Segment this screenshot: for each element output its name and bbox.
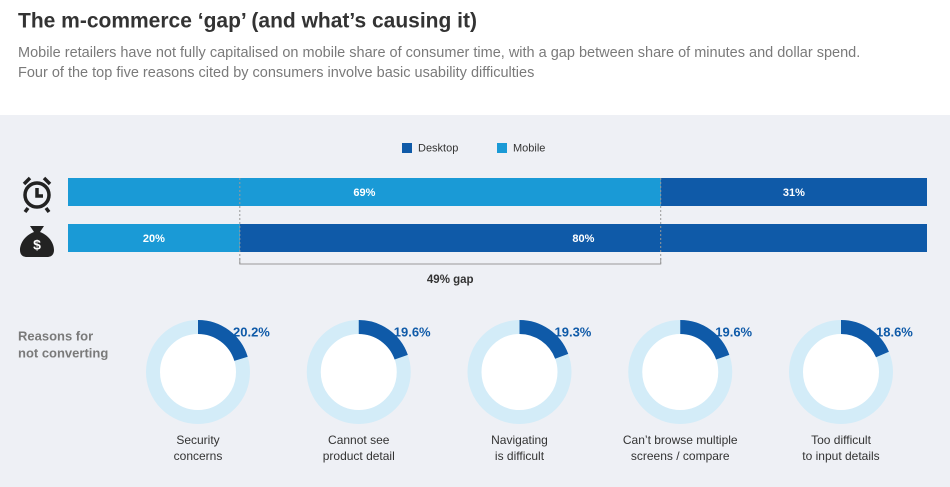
title: The m-commerce ‘gap’ (and what’s causing… <box>18 10 477 33</box>
legend-label: Desktop <box>418 142 458 154</box>
section-title: not converting <box>18 345 108 360</box>
category-label: Can’t browse multiple <box>623 433 738 447</box>
subtitle: Four of the top five reasons cited by co… <box>18 65 534 81</box>
gap-label: 49% gap <box>427 274 474 286</box>
value-label: 80% <box>572 233 594 245</box>
category-label: Cannot see <box>328 433 390 447</box>
category-label: screens / compare <box>631 449 730 463</box>
value-label: 19.6% <box>715 324 752 339</box>
category-label: Security <box>176 433 219 447</box>
value-label: 69% <box>353 187 375 199</box>
subtitle: Mobile retailers have not fully capitali… <box>18 45 860 61</box>
category-label: is difficult <box>495 449 545 463</box>
donut-arc <box>467 320 572 424</box>
bar-segment <box>239 224 928 252</box>
donut-arc <box>628 320 733 424</box>
category-label: Too difficult <box>811 433 871 447</box>
value-label: 18.6% <box>876 324 913 339</box>
svg-text:$: $ <box>33 237 41 253</box>
category-label: product detail <box>323 449 395 463</box>
donut-arc <box>146 320 250 424</box>
value-label: 19.6% <box>394 324 431 339</box>
donut-arc <box>306 320 411 424</box>
category-label: to input details <box>802 449 879 463</box>
category-label: Navigating <box>491 433 548 447</box>
legend-swatch <box>402 143 412 153</box>
legend-swatch <box>497 143 507 153</box>
value-label: 31% <box>783 187 805 199</box>
gap-bracket <box>239 258 662 265</box>
bar-segment <box>68 224 240 252</box>
bar-segment <box>68 178 661 206</box>
clock-icon <box>22 176 52 214</box>
donut-arc <box>789 320 893 424</box>
panel <box>0 115 950 487</box>
legend-label: Mobile <box>513 142 545 154</box>
value-label: 20% <box>143 233 165 245</box>
value-label: 19.3% <box>555 324 592 339</box>
value-label: 20.2% <box>233 324 270 339</box>
section-title: Reasons for <box>18 328 93 343</box>
category-label: concerns <box>174 449 223 463</box>
bar-segment <box>660 178 927 206</box>
money-icon: $ <box>20 226 54 257</box>
